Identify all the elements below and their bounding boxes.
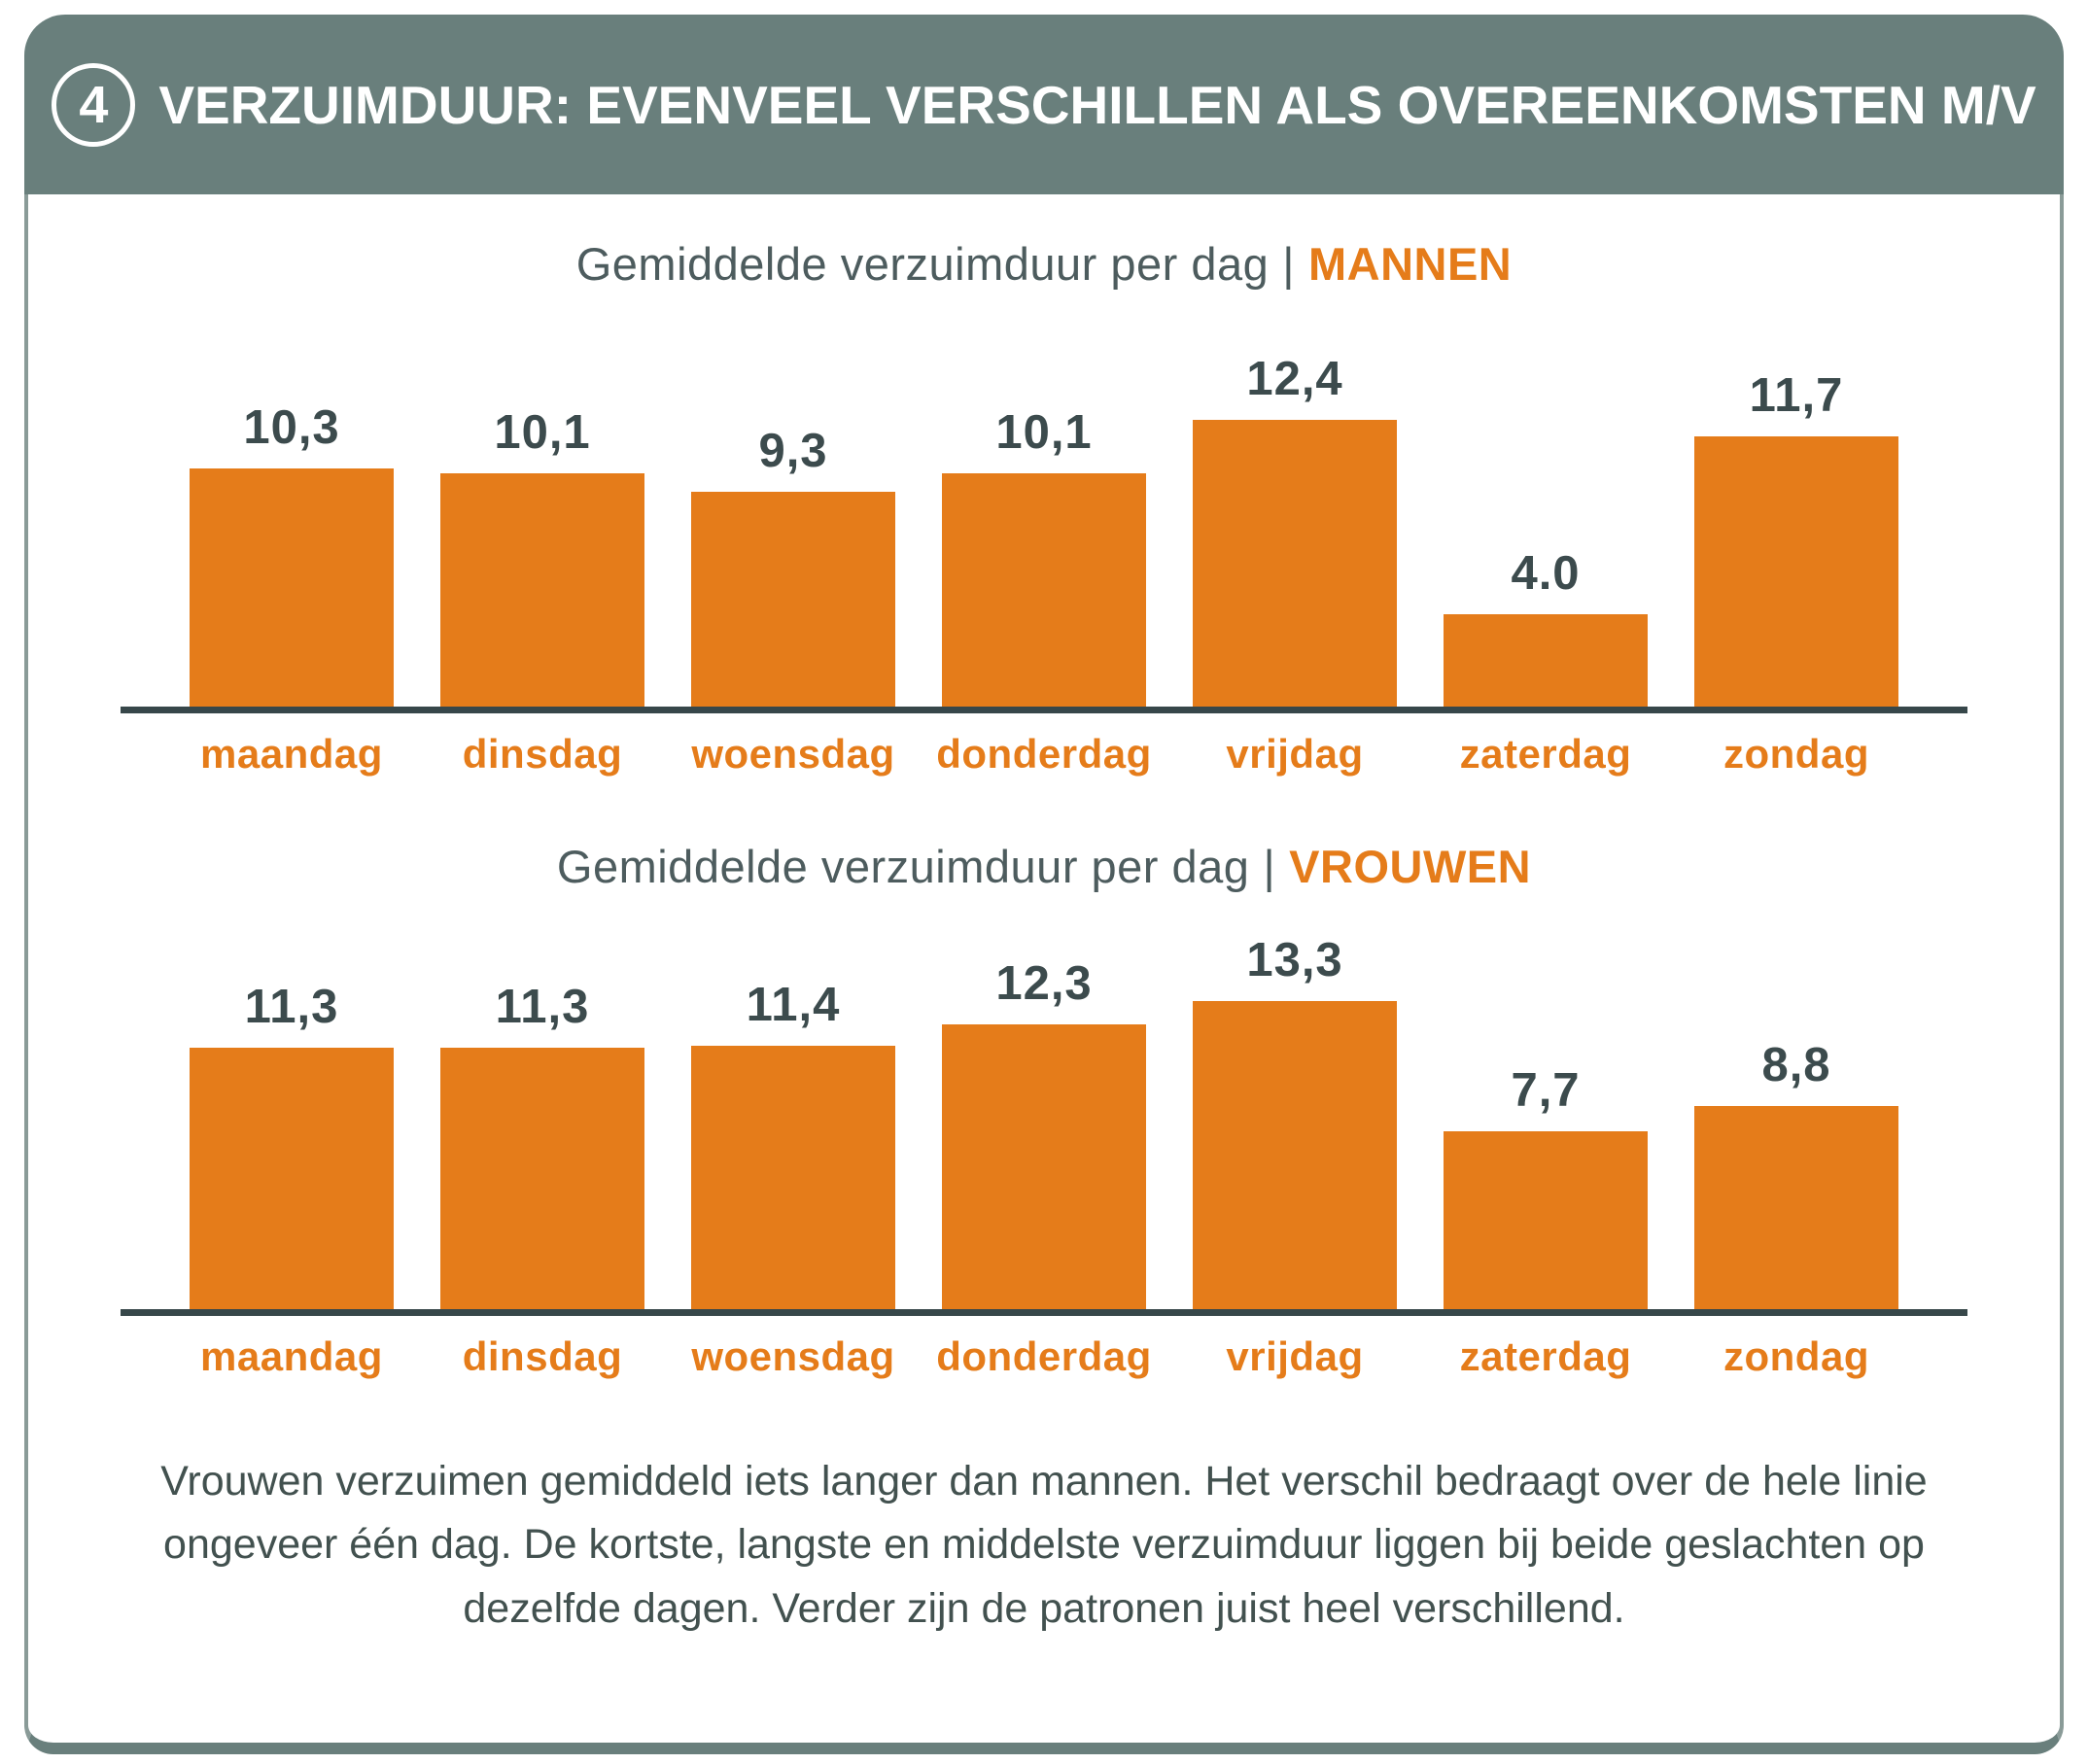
bar-plot-mannen: 10,3 10,1 9,3 10,1 12,4 4.0 11,7	[166, 314, 1922, 707]
bar-plot-vrouwen: 11,3 11,3 11,4 12,3 13,3 7,7 8,8	[166, 917, 1922, 1309]
x-tick-label-donderdag: donderdag	[936, 1333, 1152, 1379]
value-label-vrijdag: 12,4	[1246, 353, 1343, 405]
value-label-donderdag: 10,1	[995, 406, 1093, 459]
chart-title-highlight: VROUWEN	[1289, 841, 1532, 892]
value-label-maandag: 11,3	[244, 981, 339, 1033]
header-band: 4 VERZUIMDUUR: EVENVEEL VERSCHILLEN ALS …	[24, 15, 2064, 194]
x-axis-mannen	[121, 707, 1967, 713]
x-axis-vrouwen	[121, 1309, 1967, 1316]
x-labels-vrouwen: maandag dinsdag woensdag donderdag vrijdag za…	[166, 1333, 1922, 1380]
bar-column-zondag: 11,7	[1671, 368, 1922, 707]
value-label-maandag: 10,3	[243, 401, 340, 454]
x-tick-label-donderdag: donderdag	[936, 731, 1152, 777]
x-tick-label-vrijdag: vrijdag	[1226, 1333, 1364, 1379]
section-number-badge: 4	[52, 62, 136, 147]
bar-maandag	[190, 468, 394, 707]
x-tick-label-zaterdag: zaterdag	[1459, 731, 1632, 777]
x-labels-mannen: maandag dinsdag woensdag donderdag vrijdag za…	[166, 731, 1922, 778]
chart-title-vrouwen: Gemiddelde verzuimduur per dag | VROUWEN	[28, 840, 2060, 893]
bar-column-zondag: 8,8	[1671, 1038, 1922, 1309]
x-tick-label-zondag: zondag	[1723, 731, 1869, 777]
value-label-zaterdag: 4.0	[1511, 547, 1581, 600]
bar-column-donderdag: 10,1	[919, 405, 1169, 707]
x-tick-label-woensdag: woensdag	[691, 1333, 895, 1379]
x-tick-label-maandag: maandag	[200, 1333, 383, 1379]
value-label-zondag: 8,8	[1761, 1039, 1831, 1091]
value-label-zondag: 11,7	[1749, 369, 1844, 422]
section-number: 4	[79, 75, 109, 134]
chart-title-separator: |	[1263, 841, 1276, 892]
bar-dinsdag	[440, 473, 644, 707]
bar-woensdag	[691, 492, 895, 707]
chart-title-separator: |	[1282, 238, 1295, 290]
bar-column-zaterdag: 4.0	[1420, 546, 1671, 707]
bar-vrijdag	[1193, 1001, 1397, 1309]
x-tick-label-maandag: maandag	[200, 731, 383, 777]
chart-vrouwen: Gemiddelde verzuimduur per dag | VROUWEN 1…	[28, 840, 2060, 1380]
bar-maandag	[190, 1048, 394, 1309]
chart-title-prefix: Gemiddelde verzuimduur per dag	[575, 238, 1270, 290]
value-label-dinsdag: 11,3	[495, 981, 590, 1033]
x-tick-label-woensdag: woensdag	[691, 731, 895, 777]
bar-column-donderdag: 12,3	[919, 956, 1169, 1309]
bar-zaterdag	[1444, 1131, 1648, 1309]
bar-column-maandag: 10,3	[166, 400, 417, 707]
value-label-donderdag: 12,3	[995, 957, 1093, 1010]
chart-title-prefix: Gemiddelde verzuimduur per dag	[556, 841, 1250, 892]
bar-donderdag	[942, 1024, 1146, 1309]
chart-mannen: Gemiddelde verzuimduur per dag | MANNEN 10…	[28, 237, 2060, 778]
bar-column-woensdag: 9,3	[668, 424, 919, 707]
bar-donderdag	[942, 473, 1146, 707]
bar-zaterdag	[1444, 614, 1648, 707]
value-label-woensdag: 11,4	[746, 979, 841, 1031]
x-tick-label-dinsdag: dinsdag	[462, 731, 623, 777]
bar-column-dinsdag: 11,3	[417, 980, 668, 1309]
value-label-woensdag: 9,3	[758, 425, 828, 477]
bar-zondag	[1694, 436, 1898, 707]
summary-text: Vrouwen verzuimen gemiddeld iets langer …	[160, 1458, 1928, 1632]
card-body: Gemiddelde verzuimduur per dag | MANNEN 10…	[24, 194, 2064, 1754]
x-tick-label-zondag: zondag	[1723, 1333, 1869, 1379]
value-label-dinsdag: 10,1	[494, 406, 591, 459]
infographic-card: 4 VERZUIMDUUR: EVENVEEL VERSCHILLEN ALS …	[24, 15, 2064, 1754]
x-tick-label-vrijdag: vrijdag	[1226, 731, 1364, 777]
bar-column-vrijdag: 12,4	[1169, 352, 1420, 707]
bar-column-dinsdag: 10,1	[417, 405, 668, 707]
chart-title-highlight: MANNEN	[1307, 238, 1513, 290]
page-title: VERZUIMDUUR: EVENVEEL VERSCHILLEN ALS OV…	[158, 74, 2036, 135]
bar-vrijdag	[1193, 420, 1397, 707]
bar-column-zaterdag: 7,7	[1420, 1063, 1671, 1309]
bar-column-maandag: 11,3	[166, 980, 417, 1309]
bar-dinsdag	[440, 1048, 644, 1309]
bar-column-vrijdag: 13,3	[1169, 933, 1420, 1309]
value-label-zaterdag: 7,7	[1511, 1064, 1581, 1117]
x-tick-label-dinsdag: dinsdag	[462, 1333, 623, 1379]
bar-zondag	[1694, 1106, 1898, 1309]
x-tick-label-zaterdag: zaterdag	[1459, 1333, 1632, 1379]
bar-column-woensdag: 11,4	[668, 978, 919, 1309]
chart-title-mannen: Gemiddelde verzuimduur per dag | MANNEN	[28, 237, 2060, 291]
value-label-vrijdag: 13,3	[1246, 934, 1343, 986]
bar-woensdag	[691, 1046, 895, 1309]
